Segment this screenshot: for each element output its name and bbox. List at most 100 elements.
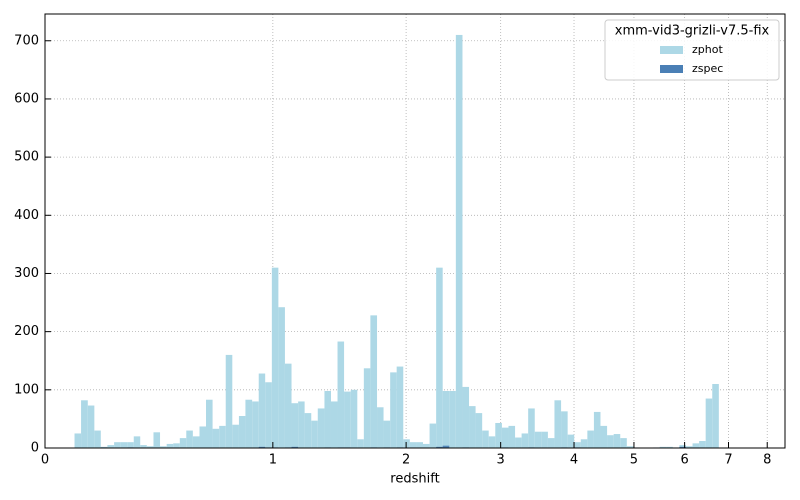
legend-swatch xyxy=(660,46,683,54)
bar xyxy=(541,431,548,448)
bar xyxy=(291,446,299,448)
bar xyxy=(133,436,141,448)
legend-label: zphot xyxy=(692,43,723,56)
bar xyxy=(396,366,404,448)
bar xyxy=(298,401,305,448)
bar xyxy=(515,437,522,448)
x-tick-label: 8 xyxy=(763,453,771,468)
bar xyxy=(114,442,121,448)
bar xyxy=(258,373,266,448)
x-tick-label: 7 xyxy=(724,453,732,468)
y-tick-label: 200 xyxy=(14,324,39,339)
x-tick-label: 6 xyxy=(680,453,688,468)
bar xyxy=(337,341,345,448)
bar xyxy=(469,406,476,448)
y-tick-label: 0 xyxy=(31,441,39,456)
bar xyxy=(587,430,594,448)
bar xyxy=(317,408,325,448)
bar xyxy=(74,433,82,448)
bar xyxy=(620,438,627,448)
bar xyxy=(370,315,378,448)
legend-box xyxy=(604,19,780,81)
bar xyxy=(383,420,391,448)
bar xyxy=(455,34,463,449)
bar xyxy=(205,399,213,448)
bar xyxy=(192,436,200,448)
bar xyxy=(580,439,588,448)
x-tick-label: 4 xyxy=(570,453,578,468)
legend-swatch xyxy=(660,65,683,73)
bar xyxy=(685,446,693,448)
bar xyxy=(278,307,285,448)
bar xyxy=(692,443,700,448)
bar xyxy=(344,391,351,448)
axes-frame xyxy=(44,13,786,449)
y-tick-label: 100 xyxy=(14,382,39,397)
bar xyxy=(712,384,719,448)
bar xyxy=(357,439,364,448)
bar xyxy=(311,420,318,448)
bar xyxy=(252,401,259,448)
y-tick-label: 400 xyxy=(14,208,39,223)
legend-title: xmm-vid3-grizli-v7.5-fix xyxy=(615,24,770,39)
bar xyxy=(475,413,483,448)
bar xyxy=(120,442,128,448)
x-tick-label: 0 xyxy=(41,453,49,468)
bar xyxy=(363,368,371,448)
x-tick-label: 1 xyxy=(269,453,277,468)
bar xyxy=(94,430,101,448)
bar xyxy=(245,399,253,448)
bar xyxy=(442,445,450,448)
bar xyxy=(501,427,509,448)
x-tick-label: 3 xyxy=(497,453,505,468)
bar xyxy=(100,446,108,448)
bar xyxy=(212,428,220,448)
bar xyxy=(488,436,496,448)
bar xyxy=(567,434,575,448)
bar xyxy=(593,411,601,448)
bar xyxy=(225,354,233,448)
bar xyxy=(173,443,180,448)
bar xyxy=(462,386,470,448)
y-tick-label: 700 xyxy=(14,33,39,48)
bar xyxy=(666,446,673,448)
bar xyxy=(547,438,555,448)
x-tick-label: 5 xyxy=(630,453,638,468)
bar xyxy=(436,267,443,448)
bar xyxy=(146,446,154,448)
bar xyxy=(238,416,246,448)
bar xyxy=(284,363,292,448)
bar xyxy=(442,390,450,448)
bar xyxy=(554,400,562,448)
bar xyxy=(449,390,456,448)
bar xyxy=(482,430,489,448)
bar xyxy=(390,372,397,448)
bar xyxy=(705,398,713,448)
bar xyxy=(436,446,443,448)
bar xyxy=(350,389,358,448)
bar xyxy=(521,433,529,448)
bar xyxy=(508,425,516,448)
bar xyxy=(600,425,608,448)
bar xyxy=(160,446,167,448)
bar xyxy=(291,403,299,448)
bar xyxy=(561,411,568,448)
bar xyxy=(409,442,417,448)
bar xyxy=(330,401,338,448)
bar xyxy=(495,422,502,448)
bar xyxy=(107,445,115,448)
bar xyxy=(574,442,581,448)
bar xyxy=(679,445,686,448)
bar xyxy=(528,408,535,448)
x-tick-label: 2 xyxy=(402,453,410,468)
bar xyxy=(679,446,686,448)
bar xyxy=(87,405,95,448)
bar xyxy=(186,430,193,448)
bar xyxy=(179,438,187,448)
bar xyxy=(153,432,161,448)
bar xyxy=(81,400,88,448)
bar xyxy=(199,426,206,448)
x-axis-label: redshift xyxy=(390,472,439,487)
bar xyxy=(626,446,634,448)
